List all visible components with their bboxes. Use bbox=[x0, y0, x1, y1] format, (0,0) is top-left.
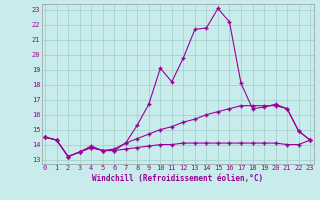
X-axis label: Windchill (Refroidissement éolien,°C): Windchill (Refroidissement éolien,°C) bbox=[92, 174, 263, 183]
